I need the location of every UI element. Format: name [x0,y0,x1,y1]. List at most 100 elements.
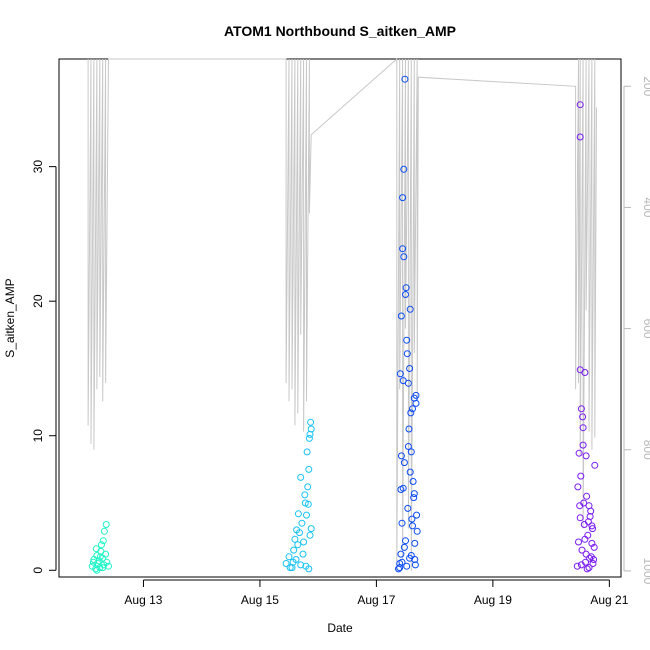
right-axis-line-series [87,57,597,571]
data-point [573,562,581,570]
data-point [396,370,404,378]
data-point [410,494,418,502]
data-point [400,543,408,551]
data-point [590,543,598,551]
data-point [402,284,410,292]
data-point [294,510,302,518]
data-point [96,553,104,561]
line-series-group [87,57,597,571]
data-point [304,483,312,491]
data-point [413,527,421,535]
data-point [303,511,310,519]
data-point [307,425,315,433]
x-axis: Aug 13 Aug 15 Aug 17 Aug 19 Aug 21 [124,579,629,607]
data-point [579,441,587,449]
data-point [99,564,107,572]
data-point [577,561,585,569]
data-point [577,472,585,480]
data-point [589,560,597,567]
data-point [406,554,414,562]
data-point [92,545,100,553]
data-point [590,556,598,563]
data-point [102,521,110,528]
data-point [402,291,409,298]
data-point [305,434,313,442]
x-axis-label: Date [327,621,353,635]
y-axis-label: S_aitken_AMP [3,278,17,357]
data-point [411,539,419,547]
data-point [407,409,415,417]
data-point [402,537,409,545]
data-point [579,413,587,421]
y2-axis: 200 400 600 800 1000 [623,76,650,585]
data-point [412,399,420,407]
data-point [304,500,312,508]
plot-area-border [58,58,622,578]
data-point [306,531,314,539]
data-point [305,465,313,473]
data-point [411,556,419,563]
data-point [576,514,584,522]
data-point [409,405,416,413]
data-point [578,546,586,554]
data-point [307,525,315,533]
data-point [585,564,593,572]
y-axis: 0 10 20 30 [31,160,57,574]
y2-tick-label: 600 [641,319,650,339]
data-point [297,561,305,569]
data-point [576,133,584,141]
data-point [93,566,101,574]
y2-tick-label: 400 [641,197,650,217]
data-point [404,504,412,512]
data-point [99,537,107,545]
data-point [589,525,596,533]
data-point [582,550,590,558]
data-point [409,522,416,530]
data-point [585,502,593,510]
data-point [303,448,311,456]
data-point [404,443,412,450]
data-point [591,461,599,469]
data-point [575,449,583,457]
data-point [403,350,411,358]
data-point [294,541,302,549]
data-point [298,519,306,527]
data-point [399,377,407,385]
data-point [299,550,307,558]
data-point [406,305,414,313]
y-tick-label: 20 [31,294,45,308]
data-point [411,561,419,569]
data-point [583,492,591,500]
data-point [408,515,416,523]
data-point [400,165,408,173]
data-point [398,519,406,527]
y2-tick-label: 800 [641,440,650,460]
data-point [98,541,105,549]
y-tick-label: 30 [31,160,45,174]
data-point [102,550,110,558]
data-point [406,365,414,372]
data-point [576,101,584,109]
data-point [410,490,418,498]
data-point [300,538,308,546]
x-tick-label: Aug 13 [124,593,162,607]
data-point [285,553,293,561]
data-point [289,558,297,566]
data-point [580,499,588,507]
data-point [282,560,290,567]
data-point [95,557,103,565]
data-point [103,558,111,566]
data-point [406,468,414,476]
data-point [577,405,585,413]
data-point [291,535,299,543]
data-point [588,539,596,547]
data-point [581,535,589,543]
data-point [583,565,591,573]
data-point [397,312,405,320]
data-point [581,369,589,376]
data-point [401,75,409,83]
data-point [286,564,294,572]
data-point [586,554,594,562]
data-point [398,558,406,566]
